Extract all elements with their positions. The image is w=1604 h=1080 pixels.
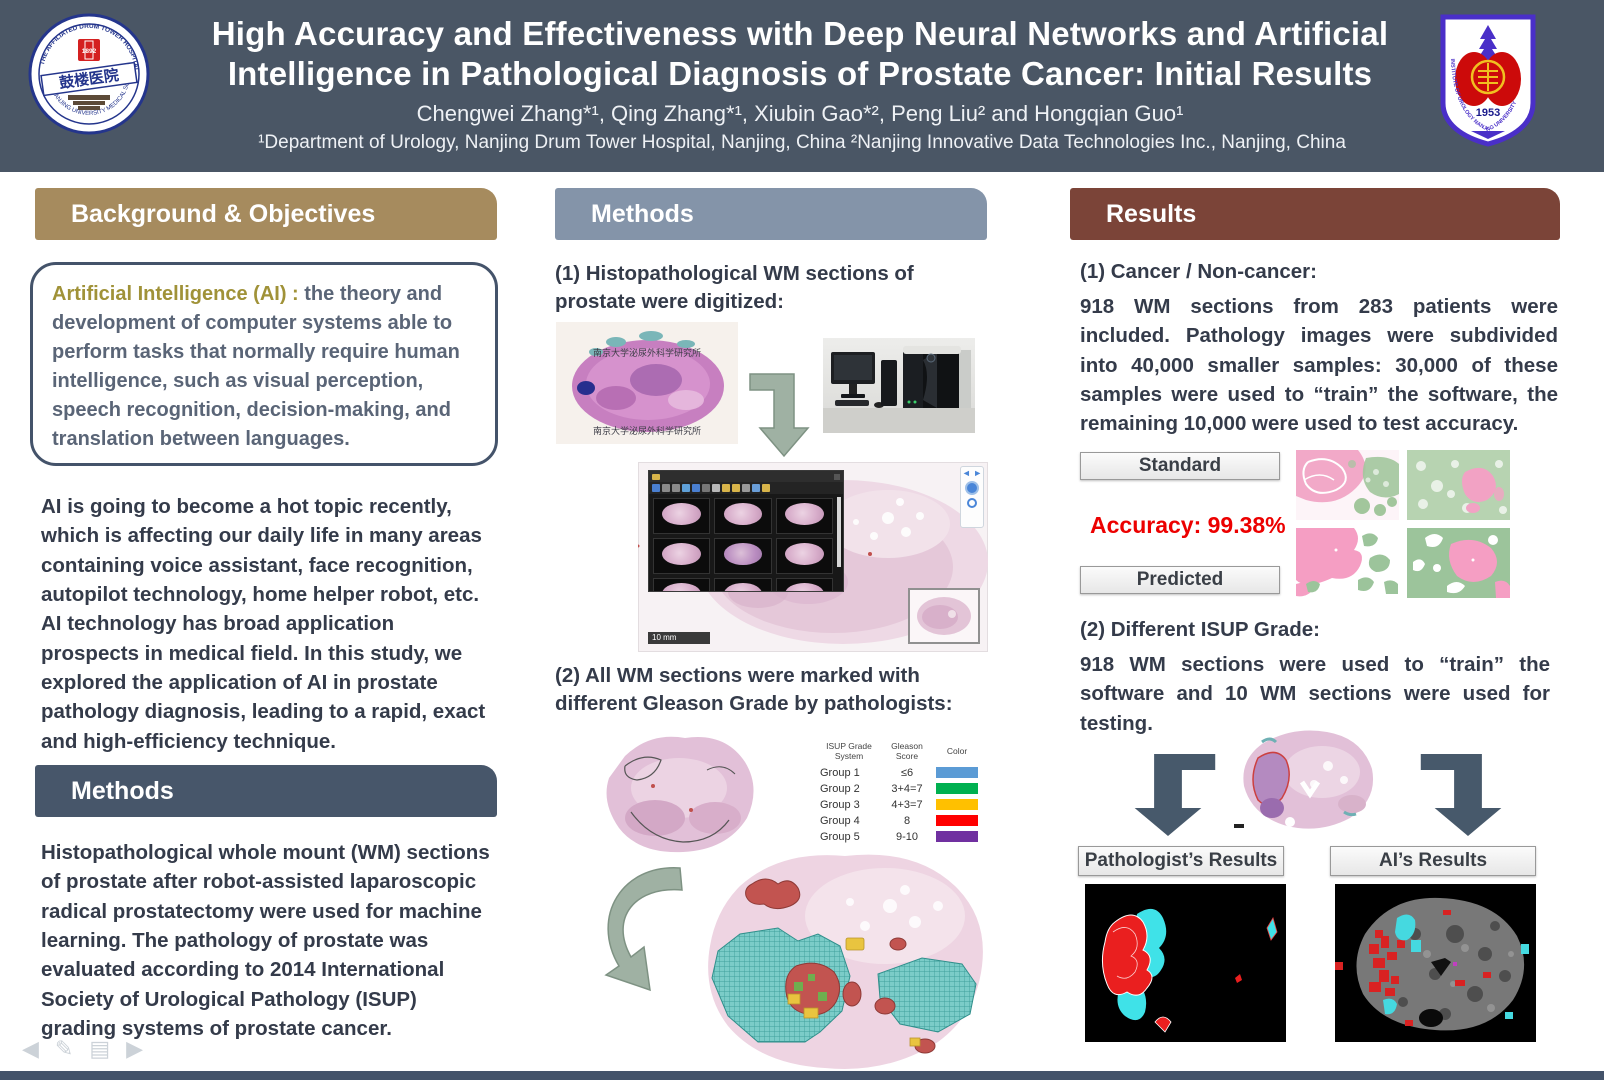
prev-page-icon[interactable]: ◀: [22, 1036, 39, 1061]
slide-thumbnail: [653, 498, 711, 540]
svg-text:1892: 1892: [82, 48, 97, 55]
ai-definition-lead: Artificial Intelligence (AI) :: [52, 283, 305, 305]
poster-title: High Accuracy and Effectiveness with Dee…: [211, 15, 1389, 93]
slide-thumbnail: [653, 578, 711, 591]
legend-color-swatch: [936, 783, 978, 795]
svg-text:南京大学泌尿外科学研究所: 南京大学泌尿外科学研究所: [593, 425, 701, 436]
legend-row: Group 2 3+4=7: [820, 781, 984, 797]
accuracy-value: Accuracy: 99.38%: [1090, 512, 1286, 538]
pathologist-results-image: [1085, 884, 1286, 1042]
close-icon: [834, 473, 840, 480]
viewer-thumbnail-panel: [648, 470, 844, 592]
annotated-wm-section-large: [700, 846, 990, 1076]
pdf-viewer-controls: ◀ ✎ ▤ ▶: [22, 1036, 143, 1062]
slide-thumbnail: [653, 538, 711, 580]
section-header-background-objectives: Background & Objectives: [35, 188, 497, 240]
slide-thumbnail: [714, 538, 772, 580]
ai-results-image: [1335, 884, 1536, 1042]
poster-affiliations: ¹Department of Urology, Nanjing Drum Tow…: [258, 132, 1346, 153]
marked-wm-section-small: [595, 726, 763, 858]
legend-row: Group 1 ≤6: [820, 765, 984, 781]
ai-results-label: AI’s Results: [1330, 846, 1536, 876]
svg-text:1953: 1953: [1476, 107, 1500, 119]
result1-title: (1) Cancer / Non-cancer:: [1080, 260, 1317, 283]
viewer-toolbar: [649, 482, 843, 494]
background-intro-paragraph: AI is going to become a hot topic recent…: [41, 495, 486, 753]
result2-title: (2) Different ISUP Grade:: [1080, 618, 1320, 641]
legend-color-swatch: [936, 799, 978, 811]
poster-authors: Chengwei Zhang*¹, Qing Zhang*¹, Xiubin G…: [416, 101, 1184, 126]
predicted-label: Predicted: [1080, 566, 1280, 594]
predicted-sample-image-1: [1296, 528, 1399, 598]
legend-row: Group 4 8: [820, 813, 984, 829]
legend-color-swatch: [936, 831, 978, 843]
methods-paragraph: Histopathological whole mount (WM) secti…: [41, 841, 490, 1040]
ai-definition-box: Artificial Intelligence (AI) : the theor…: [30, 262, 498, 466]
slide-thumbnail: [775, 578, 833, 591]
arrow-to-ai-results: [1420, 754, 1502, 836]
slide-thumbnail: [714, 498, 772, 540]
slide-viewer-screenshot: ◄ ► 10 mm: [638, 462, 988, 652]
result1-paragraph: 918 WM sections from 283 patients were i…: [1080, 295, 1558, 436]
poster-header: THE AFFILIATED DRUM TOWER HOSPITAL OF NA…: [0, 0, 1604, 172]
poster-bottom-edge: [0, 1071, 1604, 1080]
pathologist-results-label: Pathologist’s Results: [1078, 846, 1284, 876]
legend-header-isup: ISUP Grade System: [826, 741, 872, 761]
arrow-annotation-curved: [604, 867, 683, 992]
section-header-results: Results: [1070, 188, 1560, 240]
edit-icon[interactable]: ✎: [54, 1036, 74, 1061]
svg-text:南京大学泌尿外科学研究所: 南京大学泌尿外科学研究所: [593, 347, 701, 358]
zoom-wheel-icon: [965, 481, 979, 495]
test-wm-section-image: [1232, 724, 1380, 834]
section-header-methods-left: Methods: [35, 765, 497, 817]
folder-icon: [652, 473, 660, 480]
thumbnails-icon[interactable]: ▤: [89, 1036, 111, 1061]
step2-caption: (2) All WM sections were marked with dif…: [555, 664, 953, 715]
pan-left-icon: ◄ ►: [961, 468, 983, 478]
section-header-methods-middle: Methods: [555, 188, 987, 240]
arrow-digitize-down: [749, 373, 810, 458]
viewer-minimap: [908, 588, 980, 644]
thumbnail-scrollbar: [837, 497, 841, 567]
legend-header-score: Gleason Score: [891, 741, 923, 761]
result2-paragraph: 918 WM sections were used to “train” the…: [1080, 653, 1550, 735]
institute-of-urology-logo: 1953 INSTITUTE OF UROLOGY NANJING UNIVER…: [1440, 14, 1536, 147]
slide-scanner-photo: [823, 338, 975, 433]
ai-definition-text: the theory and development of computer s…: [52, 283, 460, 450]
standard-sample-image-1: [1296, 450, 1399, 520]
predicted-sample-image-2: [1407, 528, 1510, 598]
next-page-icon[interactable]: ▶: [126, 1036, 144, 1061]
drum-tower-hospital-logo: THE AFFILIATED DRUM TOWER HOSPITAL OF NA…: [28, 13, 150, 135]
wm-slide-photo: 南京大学泌尿外科学研究所 南京大学泌尿外科学研究所: [556, 322, 738, 444]
viewer-navigation-controls: ◄ ►: [960, 466, 984, 528]
legend-row: Group 3 4+3=7: [820, 797, 984, 813]
legend-color-swatch: [936, 767, 978, 779]
standard-sample-image-2: [1407, 450, 1510, 520]
arrow-to-pathologist-results: [1134, 754, 1216, 836]
gleason-grade-legend: ISUP Grade System Gleason Score Color Gr…: [820, 741, 988, 845]
standard-label: Standard: [1080, 452, 1280, 480]
legend-color-swatch: [936, 815, 978, 827]
legend-header-color: Color: [946, 745, 968, 756]
slide-thumbnail: [714, 578, 772, 591]
legend-row: Group 5 9-10: [820, 829, 984, 845]
slide-thumbnail: [775, 538, 833, 580]
slide-thumbnail: [775, 498, 833, 540]
rotate-icon: [967, 498, 977, 508]
viewer-scale-bar: 10 mm: [648, 632, 710, 644]
step1-caption: (1) Histopathological WM sections of pro…: [555, 262, 914, 313]
